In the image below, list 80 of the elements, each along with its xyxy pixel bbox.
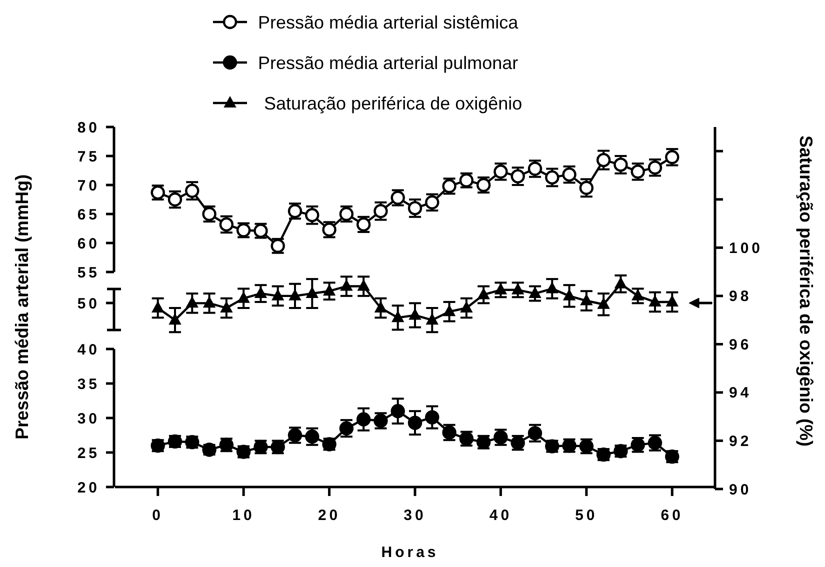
y-tick-label: 30 <box>77 410 100 428</box>
point <box>614 158 628 172</box>
point <box>339 421 354 436</box>
point <box>305 430 320 444</box>
y-tick-label: 55 <box>77 264 100 282</box>
y2-tick-label: 90 <box>729 481 752 498</box>
point <box>152 302 164 312</box>
point <box>169 314 181 325</box>
point <box>478 288 490 300</box>
point <box>596 152 611 168</box>
point <box>409 308 421 320</box>
point <box>546 282 558 294</box>
y-tick-label: 20 <box>77 479 100 496</box>
point <box>305 208 320 222</box>
y-axis-title: Pressão média arterial (mmHg) <box>12 174 32 440</box>
point <box>649 295 661 306</box>
point <box>408 201 422 216</box>
x-tick-label: 20 <box>318 507 341 524</box>
x-tick-label: 40 <box>489 507 512 524</box>
point <box>220 302 232 312</box>
point <box>425 410 440 424</box>
point <box>460 302 472 312</box>
point <box>358 280 370 291</box>
point <box>494 283 507 294</box>
point <box>425 195 440 210</box>
x-tick-label: 0 <box>152 507 164 524</box>
y-tick-label: 40 <box>77 341 100 358</box>
legend-label: Saturação periférica de oxigênio <box>264 93 522 114</box>
point <box>614 277 627 288</box>
x-tick-label: 60 <box>660 507 684 524</box>
point <box>408 416 422 430</box>
point <box>272 289 284 300</box>
point <box>666 295 678 306</box>
y-tick-label: 60 <box>77 235 100 252</box>
point <box>186 296 198 308</box>
point <box>374 302 387 312</box>
point <box>580 294 592 306</box>
y-tick-label: 80 <box>77 119 100 136</box>
y-tick-label: 35 <box>77 376 100 393</box>
point <box>563 289 576 300</box>
y-tick-label: 65 <box>77 206 100 224</box>
point <box>340 280 352 291</box>
point <box>579 180 594 195</box>
point <box>392 311 404 322</box>
y2-tick-label: 96 <box>729 336 752 354</box>
point <box>306 287 318 298</box>
point <box>598 298 610 309</box>
text: 50 <box>77 295 100 312</box>
point <box>374 204 388 218</box>
legend-label: Pressão média arterial pulmonar <box>258 52 518 73</box>
x-tick-label: 10 <box>232 507 255 524</box>
y-tick-label: 70 <box>77 177 100 194</box>
point <box>390 404 405 418</box>
point <box>426 314 438 325</box>
y2-tick-label: 94 <box>729 384 752 402</box>
legend-label: Pressão média arterial sistêmica <box>258 12 520 32</box>
y2-tick-label: 92 <box>729 432 752 450</box>
point <box>648 160 662 175</box>
point <box>238 292 250 303</box>
x-axis-title: Horas <box>381 544 439 561</box>
point <box>512 283 524 294</box>
point <box>528 426 542 440</box>
point <box>510 169 525 184</box>
point <box>203 296 216 308</box>
point <box>323 284 336 296</box>
point <box>545 170 560 185</box>
x-tick-label: 50 <box>575 507 598 524</box>
point <box>632 289 644 300</box>
y2-tick-label: 98 <box>729 288 752 306</box>
y2-axis-title: Saturação periférica de oxigênio (%) <box>796 135 816 447</box>
point <box>289 289 301 300</box>
point <box>529 287 541 298</box>
y-tick-label: 75 <box>77 148 100 166</box>
point <box>356 412 371 426</box>
x-tick-label: 30 <box>404 507 426 524</box>
y2-tick-label: 100 <box>729 240 764 257</box>
point <box>443 305 456 316</box>
point <box>185 184 200 198</box>
point <box>254 287 267 298</box>
y-tick-label: 25 <box>77 444 100 462</box>
